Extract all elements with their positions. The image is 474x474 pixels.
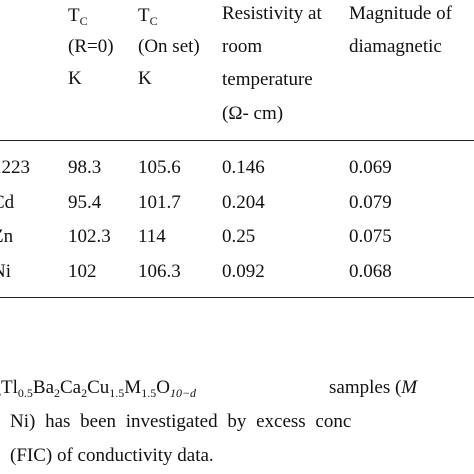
table-cell: 0.069 [349,157,392,178]
table-cell: Ni [0,261,11,282]
header-line: temperature [222,69,313,90]
table-cell: 0.068 [349,261,392,282]
table-cell: Zn [0,226,14,247]
formula-element: Cu [87,377,110,398]
formula-subscript: 10−d [169,386,197,400]
table-cell: 95.4 [68,192,102,213]
header-line: (On set) [138,36,200,57]
header-symbol: TC [68,5,88,28]
caption-line: Ni) has been investigated by excess conc [10,411,352,432]
formula-element: M [124,377,142,398]
table-cell: 102.3 [68,226,111,247]
header-line: K [138,68,152,89]
header-line: K [68,68,82,89]
formula-subscript: 2 [54,386,60,400]
formula-subscript: 1.5 [109,386,125,400]
symbol: T [68,5,80,26]
symbol-sub: C [149,14,158,28]
symbol: T [138,5,150,26]
formula-subscript: 2 [81,386,88,400]
table-cell: 102 [68,261,97,282]
header-line: (R=0) [68,36,114,57]
caption-text: samples ( [329,377,402,398]
table-cell: 0.075 [349,226,392,247]
table-cell: 105.6 [138,157,181,178]
caption-symbol: M [401,377,418,398]
formula-subscript: 0.5 [17,386,33,400]
table-rule [0,297,474,298]
table-cell: Cd [0,192,15,213]
table-cell: 0.146 [222,157,265,178]
table-cell: 1223 [0,157,30,178]
table-cell: 101.7 [138,192,181,213]
table-cell: 98.3 [68,157,102,178]
header-line: Resistivity at [222,3,322,24]
caption-line: samples (M [329,378,417,397]
table-cell: 106.3 [138,261,181,282]
formula: 0.5Tl0.5Ba2Ca2Cu1.5M1.5O10−d [0,377,197,400]
formula-element: Tl [1,377,18,398]
table-rule [0,140,474,141]
table-cell: 0.092 [222,261,265,282]
header-line: room [222,36,263,57]
formula-element: O [156,377,170,398]
caption-line: (FIC) of conductivity data. [10,445,214,466]
table-cell: 0.079 [349,192,392,213]
header-line: Magnitude of [349,3,452,24]
header-line: (Ω- cm) [222,103,284,124]
header-line: diamagnetic [349,36,442,57]
formula-element: Ba [32,377,54,398]
symbol-sub: C [79,14,88,28]
formula-element: Ca [60,377,82,398]
formula-subscript: 0.5 [0,386,1,400]
header-symbol: TC [138,5,158,28]
table-cell: 0.25 [222,226,256,247]
caption-line: 0.5Tl0.5Ba2Ca2Cu1.5M1.5O10−d [0,377,197,400]
table-cell: 114 [138,226,166,247]
table-cell: 0.204 [222,192,265,213]
formula-subscript: 1.5 [141,386,157,400]
